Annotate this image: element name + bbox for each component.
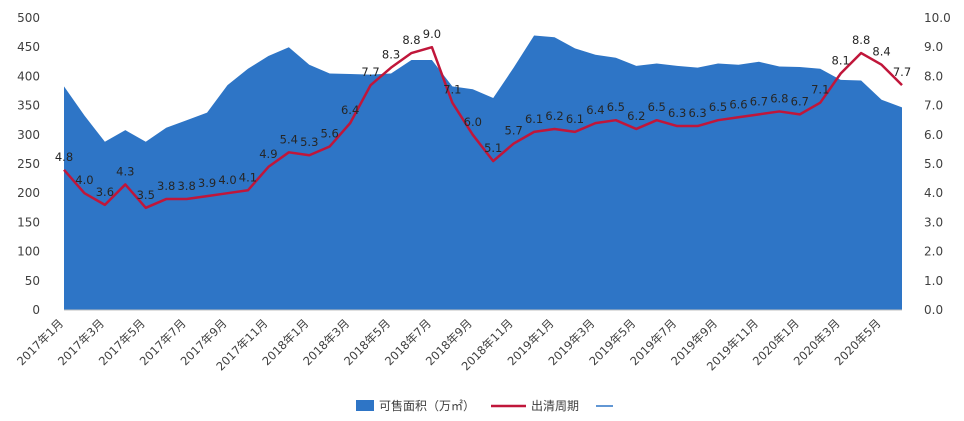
left-y-tick-label: 450 (17, 40, 40, 54)
data-label: 6.4 (341, 103, 359, 117)
right-y-tick-label: 4.0 (924, 186, 943, 200)
right-y-tick-label: 8.0 (924, 69, 943, 83)
data-label: 3.9 (198, 176, 216, 190)
line-series-clearance-cycle (63, 45, 903, 210)
data-label: 6.2 (627, 109, 645, 123)
data-label: 6.5 (709, 100, 727, 114)
right-y-tick-label: 10.0 (924, 11, 951, 25)
data-label: 4.0 (75, 173, 93, 187)
left-y-tick-label: 150 (17, 215, 40, 229)
left-y-tick-label: 100 (17, 245, 40, 259)
data-label: 5.7 (505, 124, 523, 138)
data-label: 3.8 (177, 179, 195, 193)
data-label: 6.2 (545, 109, 563, 123)
data-label: 6.1 (566, 112, 584, 126)
legend-label-area: 可售面积（万㎡） (379, 398, 475, 413)
data-label: 6.3 (688, 106, 706, 120)
left-y-axis: 0 50 100 150 200 250 300 350 400 450 500 (17, 11, 40, 317)
x-axis: 2017年1月2017年3月2017年5月2017年7月2017年9月2017年… (14, 309, 902, 373)
legend-swatch-area (356, 400, 374, 411)
data-label: 3.6 (96, 185, 114, 199)
data-label: 6.3 (668, 106, 686, 120)
data-label: 7.1 (811, 83, 829, 97)
data-label: 6.0 (464, 115, 482, 129)
left-y-tick-label: 300 (17, 128, 40, 142)
left-y-tick-label: 50 (25, 274, 40, 288)
right-y-tick-label: 1.0 (924, 274, 943, 288)
data-label: 3.5 (137, 188, 155, 202)
data-label: 4.9 (259, 147, 277, 161)
right-y-tick-label: 6.0 (924, 128, 943, 142)
legend-label-line: 出清周期 (531, 399, 579, 413)
data-label: 7.7 (893, 65, 911, 79)
data-label: 5.4 (280, 132, 298, 146)
data-label: 6.5 (607, 100, 625, 114)
right-y-tick-label: 9.0 (924, 40, 943, 54)
right-y-tick-label: 7.0 (924, 99, 943, 113)
right-y-tick-label: 3.0 (924, 215, 943, 229)
area-series-available-area (64, 35, 902, 311)
area-series-layer (64, 35, 902, 311)
data-label: 6.5 (648, 100, 666, 114)
data-label: 5.1 (484, 141, 502, 155)
right-y-tick-label: 5.0 (924, 157, 943, 171)
data-label: 6.7 (750, 94, 768, 108)
right-y-axis: 0.0 1.0 2.0 3.0 4.0 5.0 6.0 7.0 8.0 9.0 10.0 (924, 11, 951, 317)
data-label: 8.8 (852, 33, 870, 47)
data-label: 5.3 (300, 135, 318, 149)
left-y-tick-label: 250 (17, 157, 40, 171)
data-label: 4.3 (116, 164, 134, 178)
data-label: 8.8 (402, 33, 420, 47)
data-label: 8.1 (832, 53, 850, 67)
right-y-tick-label: 2.0 (924, 245, 943, 259)
left-y-tick-label: 500 (17, 11, 40, 25)
left-y-tick-label: 350 (17, 99, 40, 113)
left-y-tick-label: 0 (32, 303, 40, 317)
data-label: 5.6 (321, 126, 339, 140)
left-y-tick-label: 400 (17, 69, 40, 83)
legend: 可售面积（万㎡） 出清周期 (356, 398, 613, 413)
data-label: 4.1 (239, 170, 257, 184)
data-label: 7.7 (361, 65, 379, 79)
data-label: 6.7 (791, 94, 809, 108)
data-label: 3.8 (157, 179, 175, 193)
right-y-tick-label: 0.0 (924, 303, 943, 317)
data-label: 9.0 (423, 27, 441, 41)
data-label: 4.0 (218, 173, 236, 187)
data-label: 6.1 (525, 112, 543, 126)
data-label: 6.6 (729, 97, 747, 111)
data-label: 8.3 (382, 48, 400, 62)
data-label: 7.1 (443, 83, 461, 97)
data-label: 6.8 (770, 91, 788, 105)
data-label: 6.4 (586, 103, 604, 117)
data-label: 8.4 (872, 45, 890, 59)
data-labels-layer: 4.84.03.64.33.53.8 3.8 3.9 4.0 4.14.95.4 5.35… (55, 27, 911, 202)
data-label: 4.8 (55, 150, 73, 164)
left-y-tick-label: 200 (17, 186, 40, 200)
line-series-layer (63, 45, 903, 210)
